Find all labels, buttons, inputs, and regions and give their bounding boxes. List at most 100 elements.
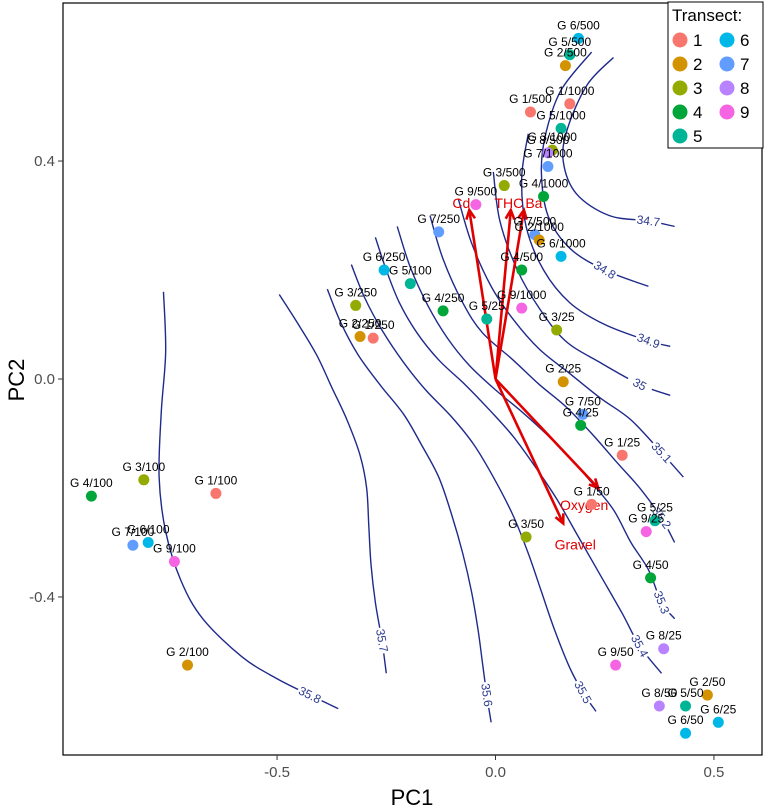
data-point	[354, 330, 366, 342]
legend-label: 6	[740, 31, 749, 50]
data-point	[564, 98, 576, 110]
vector-label: Ba	[525, 195, 542, 211]
point-label: G 6/25	[700, 702, 736, 716]
point-label: G 3/100	[122, 460, 165, 474]
point-label: G 2/250	[339, 316, 382, 330]
data-point	[640, 526, 652, 538]
legend-swatch	[719, 56, 735, 72]
data-point	[524, 106, 536, 118]
point-label: G 8/50	[641, 686, 677, 700]
legend-label: 2	[693, 55, 702, 74]
legend-swatch	[719, 104, 735, 120]
point-label: G 5/1000	[536, 108, 586, 122]
vector-arrow	[468, 209, 497, 380]
contour-label: 35	[630, 375, 649, 394]
contour-label-bg	[649, 502, 676, 532]
data-point	[516, 302, 528, 314]
data-point	[138, 474, 150, 486]
data-point	[555, 250, 567, 262]
point-label: G 1/100	[195, 473, 238, 487]
data-point	[168, 556, 180, 568]
data-point	[658, 643, 670, 655]
point-label: G 9/100	[153, 542, 196, 556]
point-label: G 2/1000	[515, 220, 565, 234]
contour-label-bg	[571, 677, 597, 707]
data-point	[538, 190, 550, 202]
vector-arrowhead	[588, 478, 601, 491]
contour-line	[326, 288, 492, 723]
y-tick-label: 0.0	[34, 371, 55, 388]
vector-label: Gravel	[555, 536, 596, 552]
data-point	[470, 199, 482, 211]
data-point	[586, 498, 598, 510]
data-point	[551, 324, 563, 336]
legend-label: 4	[693, 103, 702, 122]
legend-swatch	[672, 32, 688, 48]
data-point	[610, 659, 622, 671]
contour-label-bg	[634, 211, 663, 229]
vector-arrowhead	[517, 207, 528, 221]
point-label: G 3/50	[508, 517, 544, 531]
point-label: G 1/250	[352, 318, 395, 332]
data-point	[142, 536, 154, 548]
legend-swatch	[672, 104, 688, 120]
point-label: G 4/250	[422, 291, 465, 305]
contour-label-bg	[590, 256, 620, 282]
point-label: G 5/25	[637, 501, 673, 515]
contour-label-bg	[648, 437, 677, 467]
contour-line	[158, 291, 339, 710]
x-tick-label: 0.0	[485, 764, 506, 781]
data-point	[378, 264, 390, 276]
point-label: G 1/25	[604, 435, 640, 449]
legend-swatch	[719, 80, 735, 96]
data-point	[712, 716, 724, 728]
point-label: G 8/500	[527, 133, 570, 147]
data-point	[516, 264, 528, 276]
point-label: G 3/500	[483, 166, 526, 180]
point-label: G 2/25	[545, 362, 581, 376]
point-label: G 7/500	[513, 215, 556, 229]
data-point	[555, 122, 567, 134]
legend-box	[667, 1, 764, 149]
point-label: G 5/500	[548, 35, 591, 49]
vector-arrow	[494, 378, 565, 524]
contour-label-bg	[479, 681, 497, 709]
data-point	[127, 539, 139, 551]
data-point	[645, 572, 657, 584]
point-label: G 4/500	[500, 250, 543, 264]
point-label: G 7/250	[417, 212, 460, 226]
contour-label: 35.6	[478, 683, 495, 708]
x-tick-label: -0.5	[264, 764, 290, 781]
vector-arrow	[494, 209, 513, 380]
vector-layer: Cd THC Ba Oxygen Gravel	[452, 195, 608, 552]
data-point	[542, 160, 554, 172]
contour-line	[278, 294, 387, 674]
contour-label-bg	[373, 626, 393, 655]
point-label: G 5/100	[389, 264, 432, 278]
point-label: G 2/50	[689, 675, 725, 689]
point-label: G 7/50	[565, 394, 601, 408]
point-label: G 4/25	[563, 405, 599, 419]
point-label: G 6/250	[363, 250, 406, 264]
data-point	[498, 180, 510, 192]
point-label: G 3/25	[539, 310, 575, 324]
data-point	[433, 226, 445, 238]
point-label: G 4/1000	[519, 176, 569, 190]
contour-line	[457, 198, 684, 478]
legend-label: 5	[693, 127, 702, 146]
vector-arrow	[494, 209, 526, 380]
point-label: G 3/1000	[528, 130, 578, 144]
data-point	[85, 490, 97, 502]
legend-label: 3	[693, 79, 702, 98]
point-label: G 7/100	[112, 525, 155, 539]
data-point	[520, 531, 532, 543]
vector-arrowhead	[465, 207, 477, 221]
point-label: G 7/1000	[523, 146, 573, 160]
point-label: G 1/1000	[545, 84, 595, 98]
data-point	[653, 700, 665, 712]
legend-swatch	[672, 56, 688, 72]
vector-arrowhead	[504, 207, 516, 220]
data-point	[680, 700, 692, 712]
point-label: G 8/25	[646, 629, 682, 643]
